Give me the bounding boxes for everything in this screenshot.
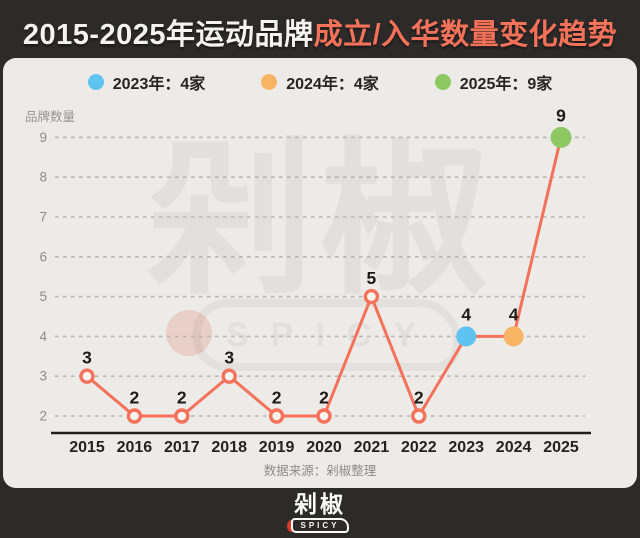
- data-label-2015: 3: [82, 348, 92, 368]
- y-tick-9: 9: [39, 130, 47, 145]
- legend-item-2023: 2023年：4家: [87, 70, 206, 94]
- logo-text: 剁椒: [294, 491, 346, 517]
- x-tick-2020: 2020: [306, 439, 342, 456]
- data-point-2024: [503, 326, 524, 347]
- data-point-2021: [363, 288, 380, 305]
- data-point-2022: [411, 408, 427, 424]
- page-title-prefix: 2015-2025年运动品牌: [22, 19, 314, 51]
- data-label-2024: 4: [509, 304, 519, 324]
- legend-label-2023: 2023年：4家: [112, 76, 206, 93]
- logo-pepper-icon: [287, 520, 297, 532]
- x-tick-2021: 2021: [354, 439, 390, 456]
- x-tick-2022: 2022: [401, 439, 437, 456]
- legend-dot-2023-icon: [87, 74, 104, 90]
- legend: 2023年：4家 2024年：4家 2025年：9家: [3, 70, 637, 94]
- data-label-2018: 3: [224, 348, 234, 368]
- x-tick-2015: 2015: [69, 439, 105, 456]
- x-tick-2019: 2019: [259, 439, 295, 456]
- data-source: 数据来源：剁椒整理: [263, 464, 377, 478]
- trend-line: [85, 135, 563, 418]
- page-title: 2015-2025年运动品牌 成立/入华数量变化趋势: [0, 8, 640, 56]
- data-point-2015: [79, 368, 95, 384]
- x-tick-2018: 2018: [211, 439, 247, 456]
- page-title-highlight: 成立/入华数量变化趋势: [313, 19, 618, 51]
- y-tick-7: 7: [39, 210, 47, 225]
- x-tick-2017: 2017: [164, 439, 200, 456]
- legend-label-2024: 2024年：4家: [286, 76, 379, 93]
- data-label-2022: 2: [414, 388, 424, 408]
- x-tick-2024: 2024: [496, 439, 532, 456]
- data-label-2020: 2: [319, 388, 329, 408]
- legend-dot-2025-icon: [434, 74, 451, 90]
- data-point-2025: [550, 126, 572, 148]
- legend-item-2024: 2024年：4家: [261, 70, 379, 94]
- logo-sub: SPICY: [300, 520, 340, 530]
- data-point-2019: [268, 408, 285, 424]
- chart-panel: 2023年：4家 2024年：4家 2025年：9家 品牌数量 剁椒 SPICY…: [3, 58, 637, 488]
- y-tick-3: 3: [39, 369, 47, 384]
- y-tick-5: 5: [39, 289, 47, 304]
- legend-dot-2024-icon: [261, 74, 278, 90]
- logo-pill: SPICY: [287, 518, 349, 533]
- data-label-2019: 2: [272, 388, 282, 408]
- line-chart: 2 3 4 5 6 7 8 9 2015 2016 2017 2018 2019 2020 2021 2022…: [39, 105, 591, 456]
- data-point-2017: [174, 408, 190, 424]
- data-label-2025: 9: [556, 105, 566, 125]
- data-point-2016: [126, 408, 143, 424]
- x-tick-2023: 2023: [448, 439, 484, 456]
- data-point-2018: [221, 368, 237, 384]
- data-label-2017: 2: [177, 388, 187, 408]
- data-label-2021: 5: [367, 268, 377, 288]
- data-label-2016: 2: [130, 388, 140, 408]
- y-tick-2: 2: [39, 409, 47, 424]
- data-point-2020: [316, 408, 332, 424]
- legend-label-2025: 2025年：9家: [459, 76, 553, 93]
- y-tick-8: 8: [39, 170, 47, 185]
- data-point-2023: [456, 326, 477, 347]
- y-axis-title: 品牌数量: [25, 110, 76, 124]
- footer-logo: 剁椒 SPICY: [0, 488, 640, 538]
- y-tick-6: 6: [39, 249, 47, 264]
- x-tick-2025: 2025: [543, 439, 579, 456]
- x-tick-2016: 2016: [117, 439, 153, 456]
- legend-item-2025: 2025年：9家: [434, 70, 553, 94]
- data-label-2023: 4: [461, 304, 471, 324]
- y-tick-4: 4: [39, 329, 47, 344]
